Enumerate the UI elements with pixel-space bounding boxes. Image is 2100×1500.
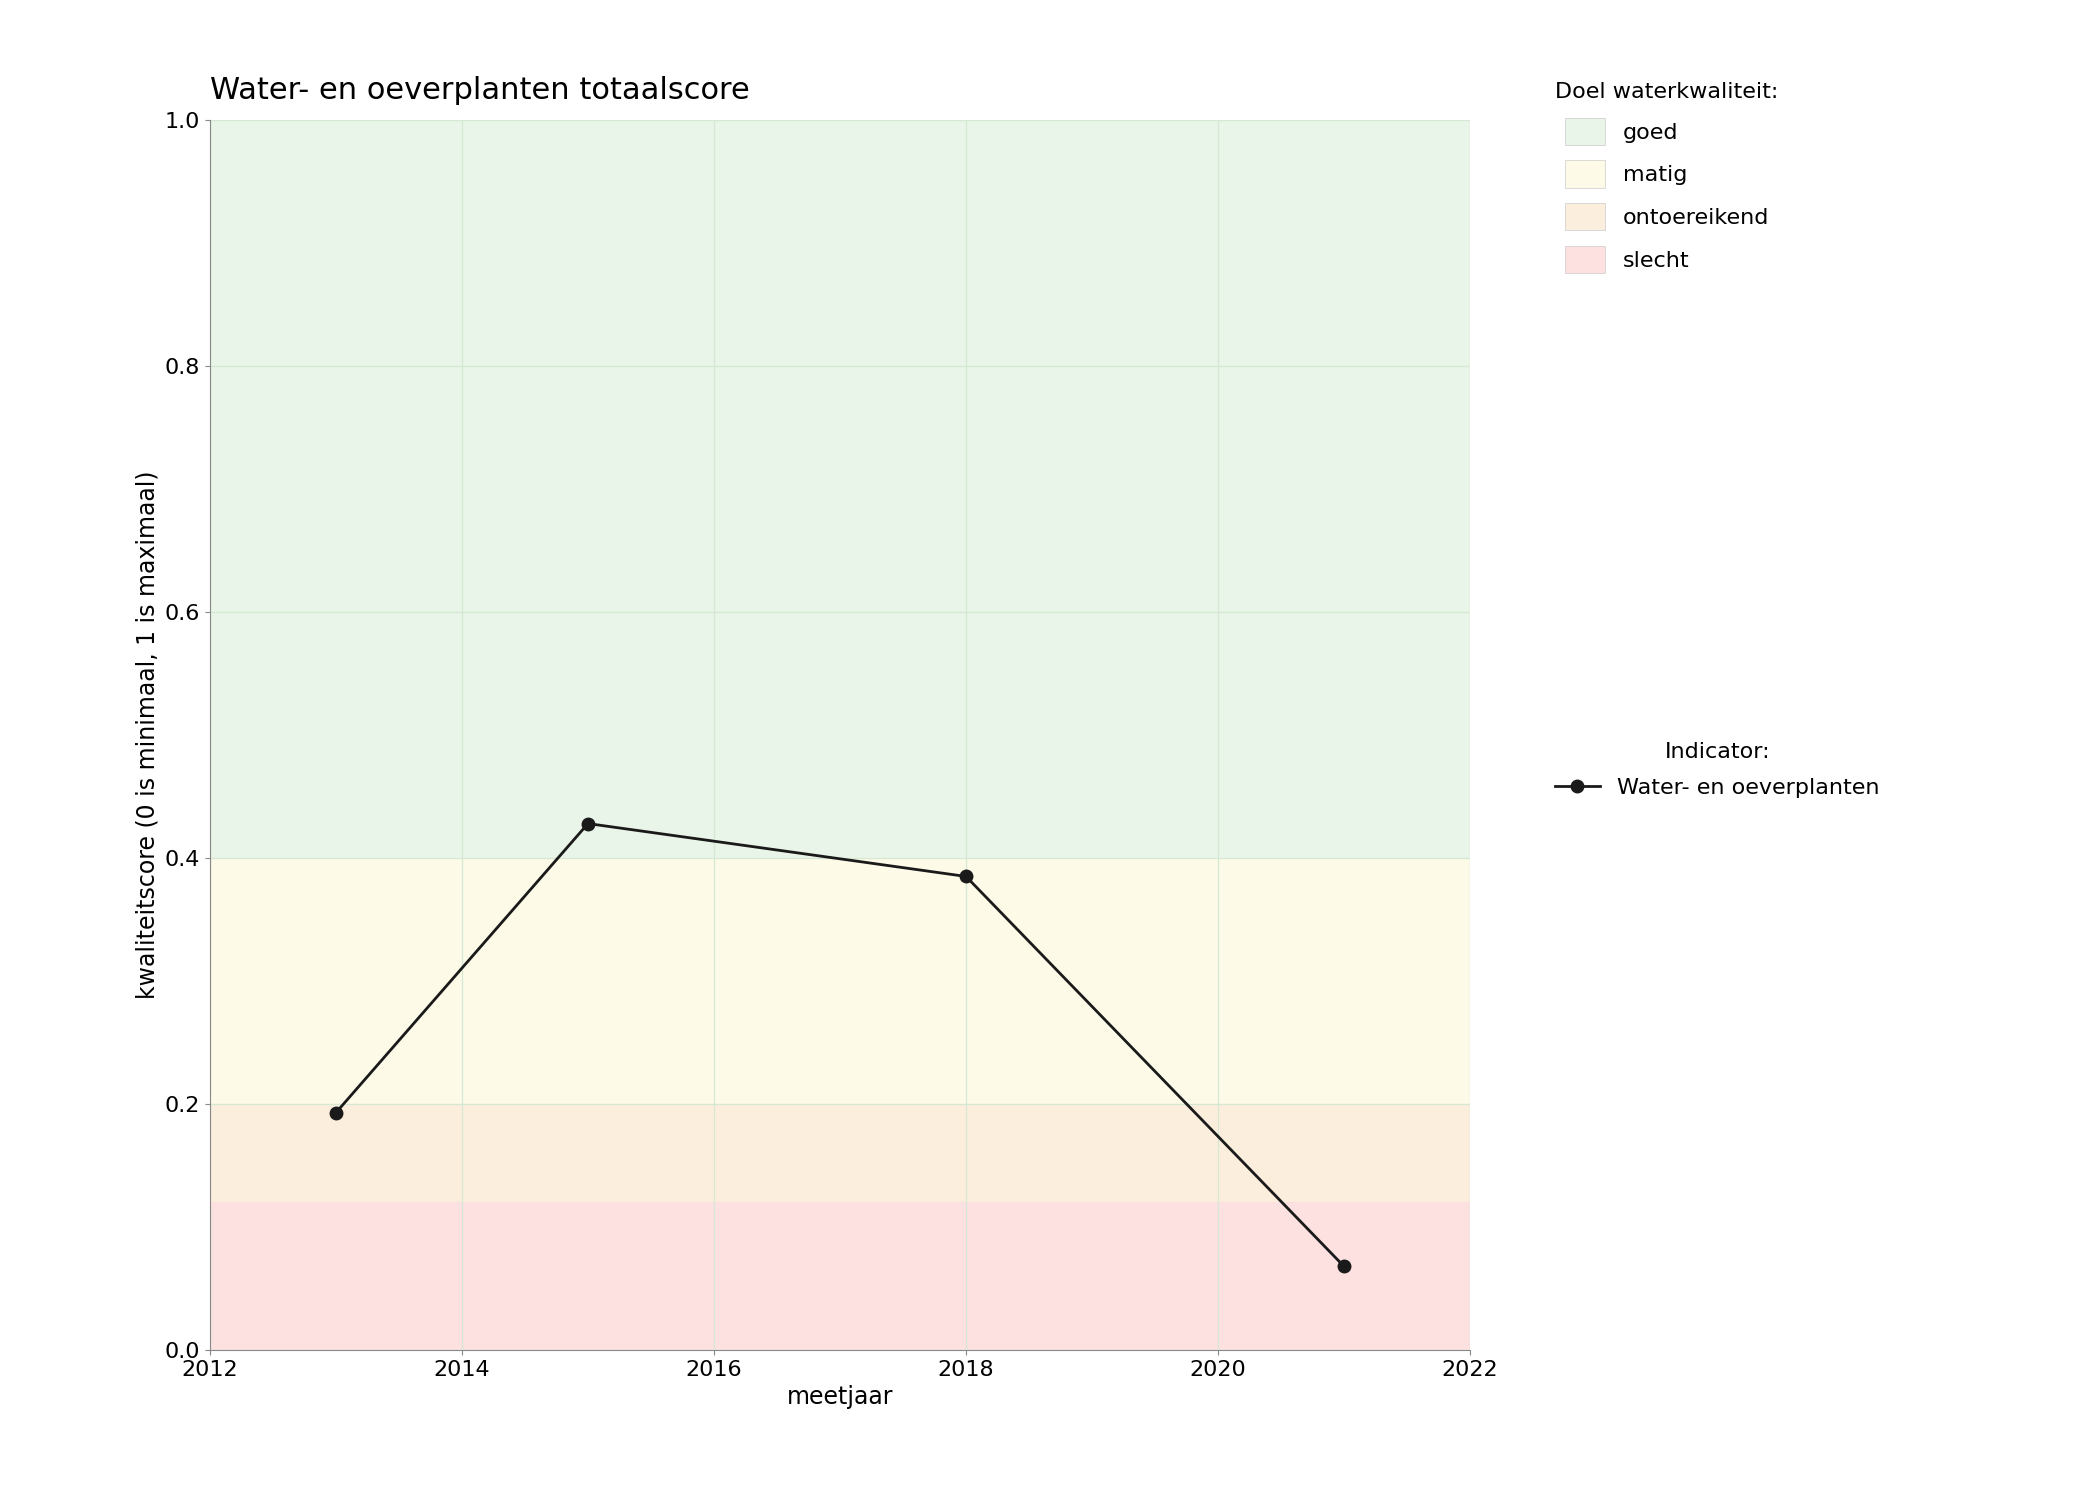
X-axis label: meetjaar: meetjaar — [788, 1386, 892, 1410]
Y-axis label: kwaliteitscore (0 is minimaal, 1 is maximaal): kwaliteitscore (0 is minimaal, 1 is maxi… — [134, 471, 160, 999]
Bar — [210, 1104, 1470, 1203]
Legend: Water- en oeverplanten: Water- en oeverplanten — [1544, 730, 1892, 809]
Legend: goed, matig, ontoereikend, slecht: goed, matig, ontoereikend, slecht — [1544, 70, 1789, 284]
Bar — [210, 120, 1470, 858]
Bar — [210, 858, 1470, 1104]
Text: Water- en oeverplanten totaalscore: Water- en oeverplanten totaalscore — [210, 76, 750, 105]
Bar — [210, 1203, 1470, 1350]
